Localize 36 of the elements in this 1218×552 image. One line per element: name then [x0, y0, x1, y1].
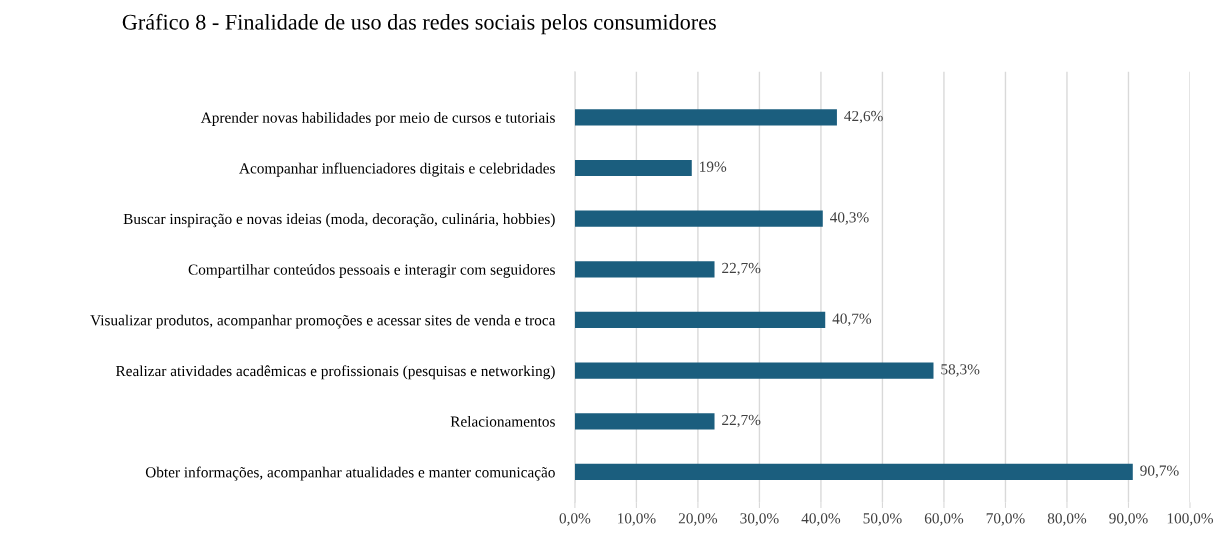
- y-tick-label: Buscar inspiração e novas ideias (moda, decoração, culinária, hobbies): [123, 213, 555, 228]
- x-tick-label: 80,0%: [1047, 513, 1087, 526]
- bar: [574, 413, 715, 430]
- bar: [574, 210, 823, 227]
- data-label: 19%: [700, 161, 727, 172]
- x-tick-label: 70,0%: [986, 513, 1025, 526]
- x-tick-label: 90,0%: [1109, 513, 1148, 526]
- data-label: 58,3%: [941, 364, 980, 377]
- x-tick-label: 20,0%: [678, 513, 718, 526]
- y-tick-label: Compartilhar conteúdos pessoais e interagir com seguidores: [188, 264, 555, 278]
- bar: [574, 362, 934, 379]
- data-label: 42,6%: [844, 110, 883, 124]
- y-tick-label: Realizar atividades acadêmicas e profissionais (pesquisas e networking): [115, 365, 555, 380]
- data-label: 40,3%: [830, 212, 869, 225]
- y-tick-label: Relacionamentos: [450, 415, 555, 427]
- data-label: 22,7%: [722, 414, 761, 428]
- y-tick-label: Aprender novas habilidades por meio de cursos e tutoriais: [200, 112, 555, 126]
- x-tick-label: 0,0%: [559, 513, 591, 526]
- x-tick-label: 60,0%: [924, 513, 964, 526]
- chart-title: Gráfico 8 - Finalidade de uso das redes sociais pelos consumidores: [122, 13, 716, 35]
- bar: [574, 463, 1133, 481]
- x-tick-label: 30,0%: [740, 513, 779, 526]
- bar: [574, 261, 715, 278]
- bar: [574, 311, 826, 329]
- y-tick-label: Obter informações, acompanhar atualidades e manter comunicação: [145, 466, 555, 481]
- x-tick-label: 100,0%: [1167, 513, 1214, 526]
- bar: [574, 159, 692, 177]
- x-tick-label: 50,0%: [863, 513, 902, 526]
- x-tick-label: 40,0%: [801, 513, 841, 526]
- data-label: 22,7%: [722, 262, 761, 276]
- bar: [574, 109, 837, 126]
- x-tick-label: 10,0%: [618, 513, 656, 526]
- data-label: 40,7%: [832, 313, 872, 326]
- y-tick-label: Acompanhar influenciadores digitais e celebridades: [239, 162, 555, 177]
- data-label: 90,7%: [1140, 465, 1179, 478]
- y-tick-label: Visualizar produtos, acompanhar promoções e acessar sites de venda e troca: [90, 314, 556, 329]
